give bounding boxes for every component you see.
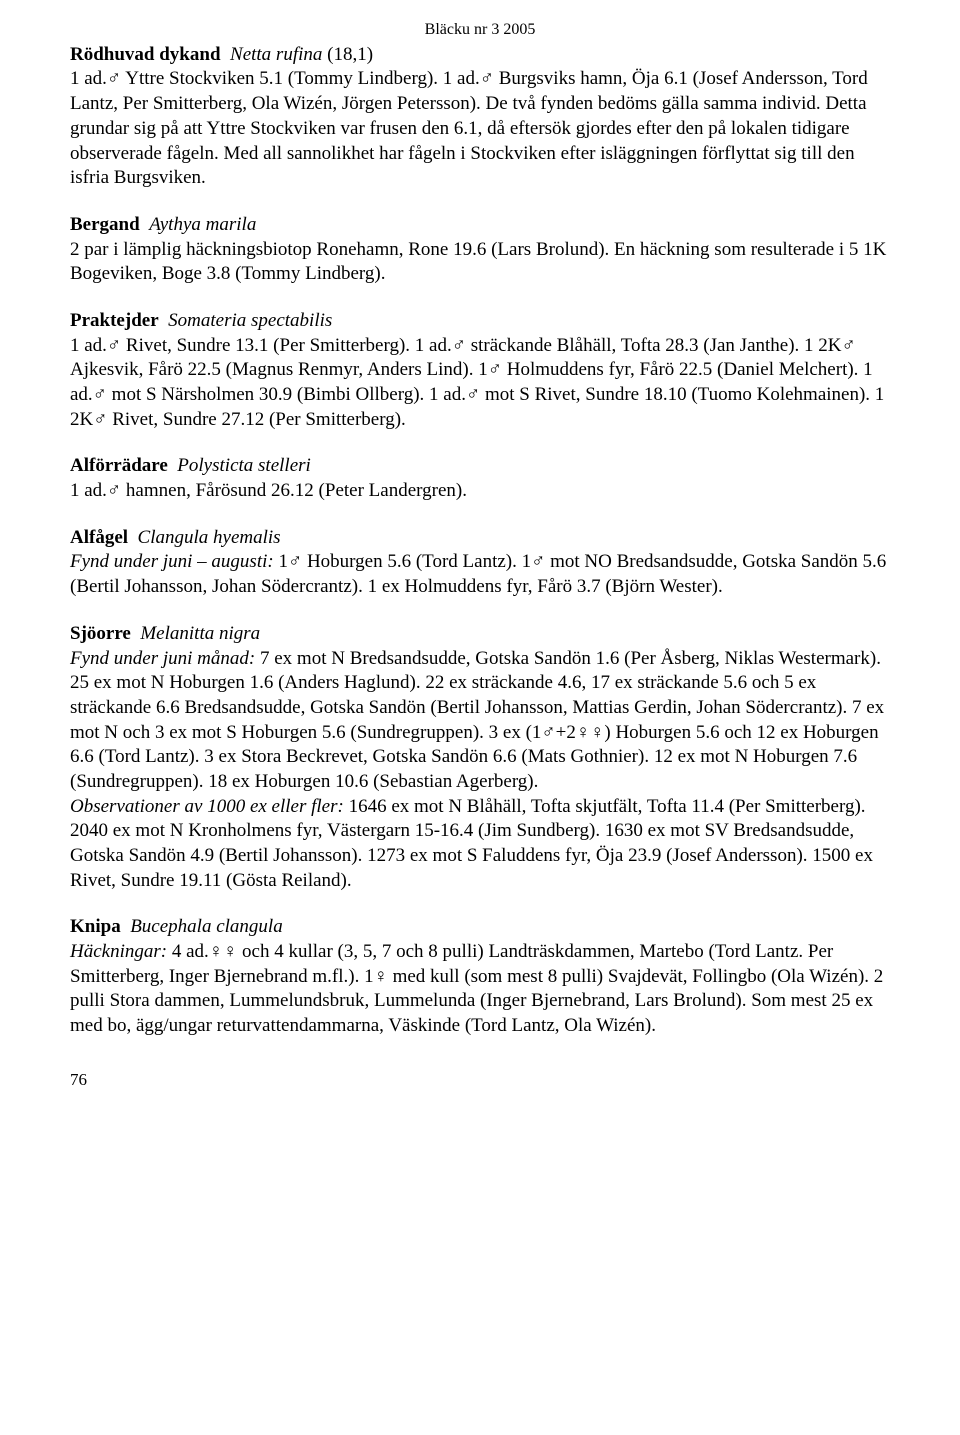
species-common-name: Alförrädare — [70, 455, 168, 476]
species-scientific-name: Polysticta stelleri — [177, 455, 311, 476]
species-scientific-name: Melanitta nigra — [140, 623, 260, 644]
entry-body: Häckningar: 4 ad.♀♀ och 4 kullar (3, 5, … — [70, 940, 890, 1039]
entry-body: 2 par i lämplig häckningsbiotop Ronehamn… — [70, 238, 890, 287]
entry-body: 1 ad.♂ Yttre Stockviken 5.1 (Tommy Lindb… — [70, 67, 890, 190]
entry-body: 1 ad.♂ hamnen, Fårösund 26.12 (Peter Lan… — [70, 479, 890, 504]
species-common-name: Praktejder — [70, 310, 159, 331]
entry-body-text: 7 ex mot N Bredsandsudde, Gotska Sandön … — [70, 648, 884, 792]
species-entry: Bergand Aythya marila 2 par i lämplig hä… — [70, 213, 890, 287]
entry-lead-secondary: Observationer av 1000 ex eller fler: — [70, 796, 349, 817]
species-count: (18,1) — [322, 44, 373, 65]
species-entry: Rödhuvad dykand Netta rufina (18,1) 1 ad… — [70, 43, 890, 191]
issue-header: Bläcku nr 3 2005 — [70, 20, 890, 41]
entry-body: 1 ad.♂ Rivet, Sundre 13.1 (Per Smitterbe… — [70, 334, 890, 433]
species-scientific-name: Clangula hyemalis — [138, 527, 281, 548]
page-number: 76 — [70, 1069, 890, 1091]
entry-lead: Häckningar: — [70, 941, 172, 962]
species-common-name: Knipa — [70, 916, 121, 937]
entry-body-secondary: Observationer av 1000 ex eller fler: 164… — [70, 795, 890, 894]
page-container: Bläcku nr 3 2005 Rödhuvad dykand Netta r… — [0, 0, 960, 1121]
species-entry: Alförrädare Polysticta stelleri 1 ad.♂ h… — [70, 454, 890, 503]
species-entry: Alfågel Clangula hyemalis Fynd under jun… — [70, 526, 890, 600]
entry-body: Fynd under juni månad: 7 ex mot N Bredsa… — [70, 647, 890, 795]
entry-body: Fynd under juni – augusti: 1♂ Hoburgen 5… — [70, 550, 890, 599]
species-common-name: Rödhuvad dykand — [70, 44, 221, 65]
entry-body-text: 4 ad.♀♀ och 4 kullar (3, 5, 7 och 8 pull… — [70, 941, 883, 1036]
species-common-name: Alfågel — [70, 527, 128, 548]
entry-lead: Fynd under juni – augusti: — [70, 551, 278, 572]
species-entry: Praktejder Somateria spectabilis 1 ad.♂ … — [70, 309, 890, 432]
species-scientific-name: Bucephala clangula — [130, 916, 283, 937]
species-common-name: Bergand — [70, 214, 140, 235]
species-common-name: Sjöorre — [70, 623, 131, 644]
species-entry: Knipa Bucephala clangula Häckningar: 4 a… — [70, 915, 890, 1038]
entry-lead: Fynd under juni månad: — [70, 648, 260, 669]
species-scientific-name: Aythya marila — [149, 214, 256, 235]
species-scientific-name: Netta rufina — [230, 44, 322, 65]
species-entry: Sjöorre Melanitta nigra Fynd under juni … — [70, 622, 890, 894]
species-scientific-name: Somateria spectabilis — [168, 310, 332, 331]
